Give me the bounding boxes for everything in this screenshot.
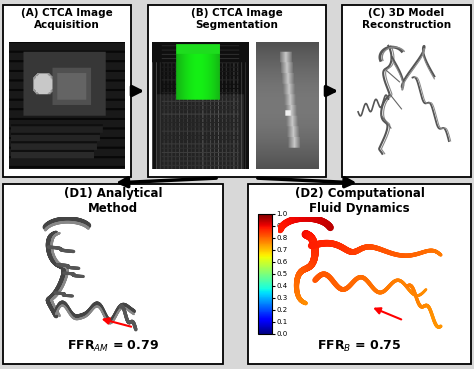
- Text: (D1) Analytical
Method: (D1) Analytical Method: [64, 187, 162, 215]
- Text: (A) CTCA Image
Acquisition: (A) CTCA Image Acquisition: [21, 8, 113, 30]
- FancyBboxPatch shape: [3, 184, 223, 364]
- Text: (B) CTCA Image
Segmentation: (B) CTCA Image Segmentation: [191, 8, 283, 30]
- Text: (D2) Computational
Fluid Dynamics: (D2) Computational Fluid Dynamics: [294, 187, 424, 215]
- FancyBboxPatch shape: [3, 5, 131, 177]
- Text: FFR$_{B}$ = 0.75: FFR$_{B}$ = 0.75: [317, 338, 401, 354]
- FancyBboxPatch shape: [342, 5, 471, 177]
- Text: (C) 3D Model
Reconstruction: (C) 3D Model Reconstruction: [362, 8, 451, 30]
- FancyBboxPatch shape: [248, 184, 471, 364]
- Text: FFR$_{AM}$ = 0.79: FFR$_{AM}$ = 0.79: [67, 338, 159, 354]
- FancyBboxPatch shape: [148, 5, 326, 177]
